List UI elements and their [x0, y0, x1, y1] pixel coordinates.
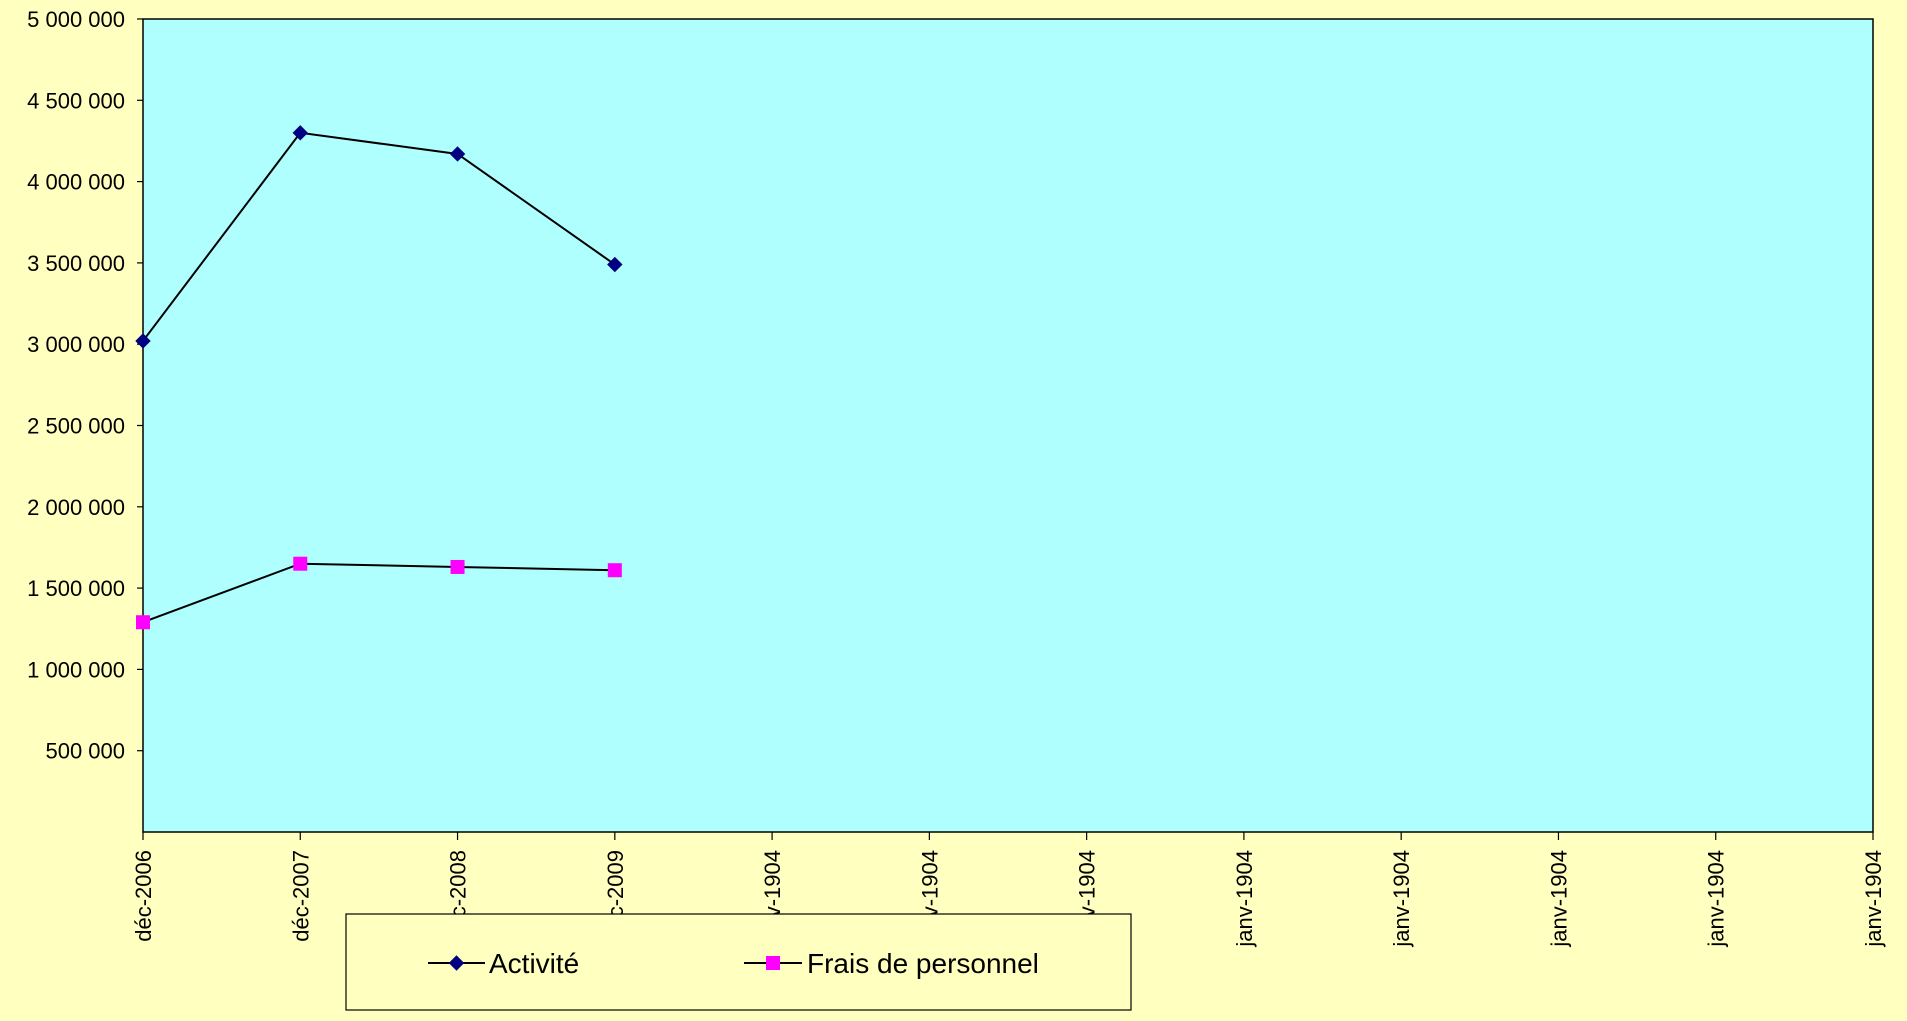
- legend-marker-activite: [448, 955, 465, 971]
- legend-label-frais-de-personnel: Frais de personnel: [807, 948, 1039, 979]
- y-tick-label: 4 000 000: [27, 170, 125, 195]
- series-line-activite: [142, 131, 616, 342]
- series-line-frais-de-personnel: [142, 562, 615, 624]
- y-tick-label: 1 500 000: [27, 576, 125, 601]
- x-tick-label: janv-1904: [1861, 850, 1886, 948]
- series-layer: [135, 125, 623, 630]
- plot-area: [142, 18, 1874, 833]
- y-tick-label: 500 000: [45, 739, 125, 764]
- y-tick-label: 3 000 000: [27, 332, 125, 357]
- y-tick-label: 2 000 000: [27, 495, 125, 520]
- y-tick-label: 3 500 000: [27, 251, 125, 276]
- x-tick-label: janv-1904: [1232, 850, 1257, 948]
- x-tick-label: déc-2007: [288, 850, 313, 942]
- legend-marker-frais-de-personnel: [766, 956, 780, 970]
- y-tick-label: 2 500 000: [27, 414, 125, 439]
- legend-entry-activite: Activité: [428, 948, 579, 979]
- data-point-frais-de-personnel: [450, 559, 465, 574]
- data-point-activite: [449, 146, 466, 162]
- x-tick-label: déc-2006: [131, 850, 156, 942]
- legend-entry-frais-de-personnel: Frais de personnel: [744, 948, 1039, 979]
- y-tick-label: 5 000 000: [27, 7, 125, 32]
- data-point-activite: [292, 125, 308, 141]
- y-tick-label: 1 000 000: [27, 657, 125, 682]
- y-axis: 500 000 1 000 000 1 500 000 2 000 000 2 500 …: [27, 7, 143, 764]
- legend-label-activite: Activité: [489, 948, 579, 979]
- x-tick-label: janv-1904: [1704, 850, 1729, 948]
- x-tick-label: janv-1904: [1389, 850, 1414, 948]
- x-tick-label: janv-1904: [1546, 850, 1571, 948]
- data-point-activite: [135, 333, 151, 349]
- x-axis: déc-2006 déc-2007 déc-2008 déc-2009 janv-190…: [131, 832, 1886, 948]
- data-point-activite: [607, 256, 623, 273]
- data-point-frais-de-personnel: [607, 563, 622, 578]
- legend: Activité Frais de personnel: [345, 913, 1132, 1011]
- data-point-frais-de-personnel: [293, 556, 308, 571]
- y-tick-label: 4 500 000: [27, 88, 125, 113]
- data-point-frais-de-personnel: [136, 615, 150, 630]
